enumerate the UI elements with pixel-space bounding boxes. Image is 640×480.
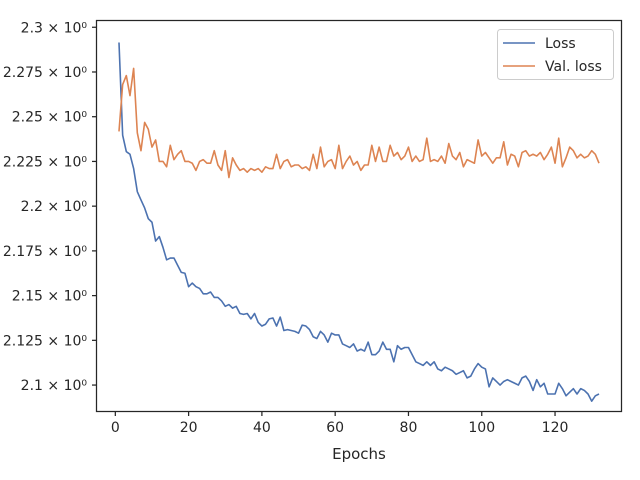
x-tick-label: 80: [400, 420, 418, 436]
x-tick-label: 120: [542, 420, 569, 436]
x-tick-label: 100: [468, 420, 495, 436]
legend-label-val-loss: Val. loss: [545, 59, 602, 75]
y-tick-label: 2.2 × 10⁰: [21, 199, 88, 215]
x-tick-label: 60: [326, 420, 344, 436]
y-tick-label: 2.225 × 10⁰: [3, 154, 88, 170]
y-tick-label: 2.3 × 10⁰: [21, 20, 88, 36]
x-tick-label: 0: [111, 420, 120, 436]
legend-box: [497, 29, 614, 80]
x-axis-label: Epochs: [332, 445, 386, 463]
y-tick-label: 2.175 × 10⁰: [3, 244, 88, 260]
x-tick-label: 20: [180, 420, 198, 436]
series-line-val-loss: [118, 67, 600, 179]
y-tick-label: 2.125 × 10⁰: [3, 333, 88, 349]
y-tick-label: 2.1 × 10⁰: [21, 378, 88, 394]
legend: Loss Val. loss: [497, 29, 614, 80]
legend-label-loss: Loss: [545, 36, 576, 52]
y-tick-label: 2.275 × 10⁰: [3, 65, 88, 81]
series-line-loss: [118, 42, 600, 402]
x-axis-ticks: 0 20 40 60 80 100 120: [111, 411, 569, 436]
plot-frame: [95, 19, 623, 413]
plot-lines: [118, 42, 600, 402]
y-tick-label: 2.15 × 10⁰: [12, 289, 88, 305]
y-tick-label: 2.25 × 10⁰: [12, 110, 88, 126]
y-axis-ticks: 2.1 × 10⁰ 2.125 × 10⁰ 2.15 × 10⁰ 2.175 × 10…: [3, 20, 97, 394]
x-tick-label: 40: [253, 420, 271, 436]
